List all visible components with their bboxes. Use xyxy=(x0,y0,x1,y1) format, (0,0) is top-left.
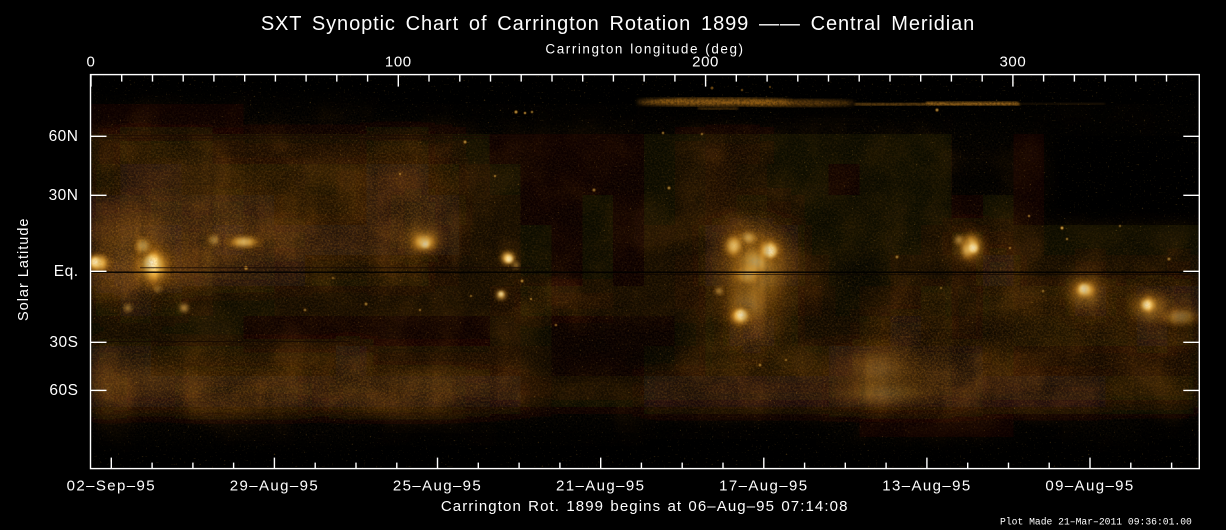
svg-text:0: 0 xyxy=(87,54,96,71)
svg-text:30S: 30S xyxy=(49,334,78,351)
svg-text:21–Aug–95: 21–Aug–95 xyxy=(556,478,645,495)
svg-text:SXT Synoptic Chart of Carringt: SXT Synoptic Chart of Carrington Rotatio… xyxy=(261,13,975,35)
svg-text:Eq.: Eq. xyxy=(54,263,79,280)
svg-text:30N: 30N xyxy=(49,187,79,204)
svg-text:60S: 60S xyxy=(49,382,78,399)
svg-text:Solar Latitude: Solar Latitude xyxy=(16,218,32,321)
svg-text:29–Aug–95: 29–Aug–95 xyxy=(230,478,319,495)
svg-text:Plot Made 21–Mar–2011 09:36:01: Plot Made 21–Mar–2011 09:36:01.00 xyxy=(1000,517,1192,528)
svg-text:100: 100 xyxy=(385,54,412,71)
svg-text:02–Sep–95: 02–Sep–95 xyxy=(67,478,156,495)
svg-text:13–Aug–95: 13–Aug–95 xyxy=(882,478,971,495)
svg-text:09–Aug–95: 09–Aug–95 xyxy=(1045,478,1134,495)
svg-text:25–Aug–95: 25–Aug–95 xyxy=(393,478,482,495)
svg-text:17–Aug–95: 17–Aug–95 xyxy=(719,478,808,495)
svg-text:200: 200 xyxy=(692,54,719,71)
svg-text:300: 300 xyxy=(999,54,1026,71)
svg-text:Carrington Rot. 1899 begins at: Carrington Rot. 1899 begins at 06–Aug–95… xyxy=(441,498,849,515)
svg-text:60N: 60N xyxy=(49,128,79,145)
svg-text:Carrington longitude (deg): Carrington longitude (deg) xyxy=(545,42,744,57)
